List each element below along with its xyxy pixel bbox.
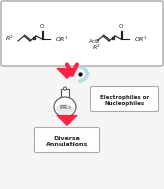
FancyArrowPatch shape [57, 68, 77, 78]
Text: $\mathit{OR}^1$: $\mathit{OR}^1$ [134, 34, 148, 44]
Text: $\mathrm{PR_3}$: $\mathrm{PR_3}$ [59, 104, 71, 112]
Text: O: O [40, 24, 44, 29]
Text: $\mathit{R}^2$: $\mathit{R}^2$ [5, 33, 15, 43]
FancyBboxPatch shape [1, 1, 163, 66]
Text: $\mathit{OR}^1$: $\mathit{OR}^1$ [55, 34, 69, 44]
Text: $\mathit{R}^2$: $\mathit{R}^2$ [92, 42, 102, 52]
Bar [112, 37, 113, 39]
FancyArrowPatch shape [57, 115, 77, 125]
Text: Electrophiles or: Electrophiles or [100, 94, 149, 99]
FancyBboxPatch shape [34, 128, 100, 153]
Ellipse shape [56, 104, 74, 114]
Text: O: O [119, 24, 123, 29]
FancyBboxPatch shape [91, 87, 158, 112]
Text: Diverse: Diverse [54, 136, 80, 140]
Text: Nucleophiles: Nucleophiles [104, 101, 144, 105]
Bar [32, 37, 34, 39]
Ellipse shape [54, 97, 76, 117]
Circle shape [63, 87, 66, 90]
Bar [61, 89, 69, 97]
Text: $\mathrm{AcO}$: $\mathrm{AcO}$ [88, 37, 100, 45]
Text: Annulations: Annulations [46, 143, 88, 147]
